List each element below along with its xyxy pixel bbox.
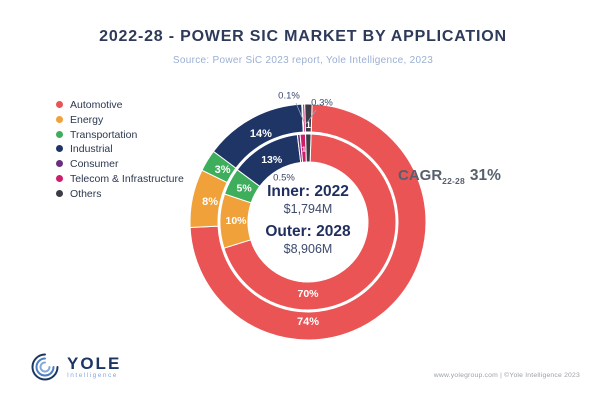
legend-label: Automotive — [70, 99, 123, 111]
legend-item-energy: Energy — [56, 114, 184, 126]
inner-year-label: Inner: 2022 — [267, 183, 349, 200]
legend-swatch-icon — [56, 174, 63, 182]
legend-item-industrial: Industrial — [56, 143, 184, 155]
outer-year-label: Outer: 2028 — [265, 223, 351, 240]
segment-label-2028-transportation: 3% — [215, 164, 231, 176]
legend-item-others: Others — [56, 188, 184, 200]
outer-year-value: $8,906M — [283, 242, 333, 256]
legend-swatch-icon — [56, 115, 63, 123]
yole-logo-icon — [31, 353, 59, 381]
legend-label: Transportation — [70, 128, 138, 141]
legend: Automotive Energy Transportation Industrial… — [56, 99, 184, 203]
donut-segment-2028-others — [304, 103, 313, 133]
segment-label-2022-transportation: 5% — [237, 183, 253, 195]
legend-swatch-icon — [56, 130, 63, 138]
cagr-subscript: 22-28 — [442, 176, 465, 186]
callout-label: 0.5% — [273, 173, 295, 184]
segment-label-2028-energy: 8% — [202, 196, 218, 208]
legend-swatch-icon — [56, 160, 63, 168]
segment-label-2022-telecom-infrastructure: 1 — [302, 147, 306, 154]
donut-segment-2028-automotive — [189, 103, 427, 341]
legend-swatch-icon — [56, 101, 63, 108]
yole-logo: YOLE Intelligence — [30, 352, 121, 382]
copyright-text: www.yolegroup.com | ©Yole Intelligence 2… — [433, 372, 580, 379]
cagr-annotation: CAGR22-28 31% — [398, 167, 501, 186]
legend-label: Consumer — [70, 158, 119, 171]
legend-label: Industrial — [70, 143, 113, 156]
callout-label: 0.3% — [311, 98, 333, 109]
yole-brand: YOLE — [67, 353, 122, 373]
segment-label-2028-industrial: 14% — [250, 128, 272, 140]
legend-item-transportation: Transportation — [56, 129, 184, 141]
callout-leader-line — [295, 102, 305, 123]
cagr-value: 31% — [469, 167, 501, 184]
yole-brand-subtitle: Intelligence — [67, 371, 118, 379]
cagr-prefix: CAGR — [398, 167, 443, 184]
segment-label-2022-automotive: 70% — [297, 288, 319, 300]
segment-label-2028-others: 1 — [306, 120, 311, 130]
legend-item-consumer: Consumer — [56, 158, 184, 170]
legend-label: Telecom & Infrastructure — [70, 172, 184, 185]
donut-segment-2022-others — [305, 133, 312, 163]
legend-swatch-icon — [56, 189, 63, 197]
callout-leader-line — [306, 109, 317, 124]
legend-swatch-icon — [56, 145, 63, 153]
page-title: 2022-28 - POWER SIC MARKET BY APPLICATIO… — [99, 28, 507, 45]
segment-label-2028-automotive: 74% — [297, 316, 319, 328]
donut-segment-2022-automotive — [223, 133, 397, 311]
segment-label-2022-industrial: 13% — [261, 154, 283, 166]
legend-label: Energy — [70, 113, 104, 126]
legend-item-automotive: Automotive — [56, 99, 184, 111]
legend-label: Others — [70, 187, 102, 200]
legend-item-telecom-infrastructure: Telecom & Infrastructure — [56, 173, 184, 185]
callout-label: 0.1% — [278, 91, 300, 102]
inner-year-value: $1,794M — [283, 202, 333, 216]
yole-logo-text: YOLE Intelligence — [67, 355, 121, 380]
source-subtitle: Source: Power SiC 2023 report, Yole Inte… — [172, 55, 434, 66]
segment-label-2022-energy: 10% — [225, 215, 247, 227]
donut-center-label: Inner: 2022 $1,794M Outer: 2028 $8,906M — [233, 183, 383, 257]
